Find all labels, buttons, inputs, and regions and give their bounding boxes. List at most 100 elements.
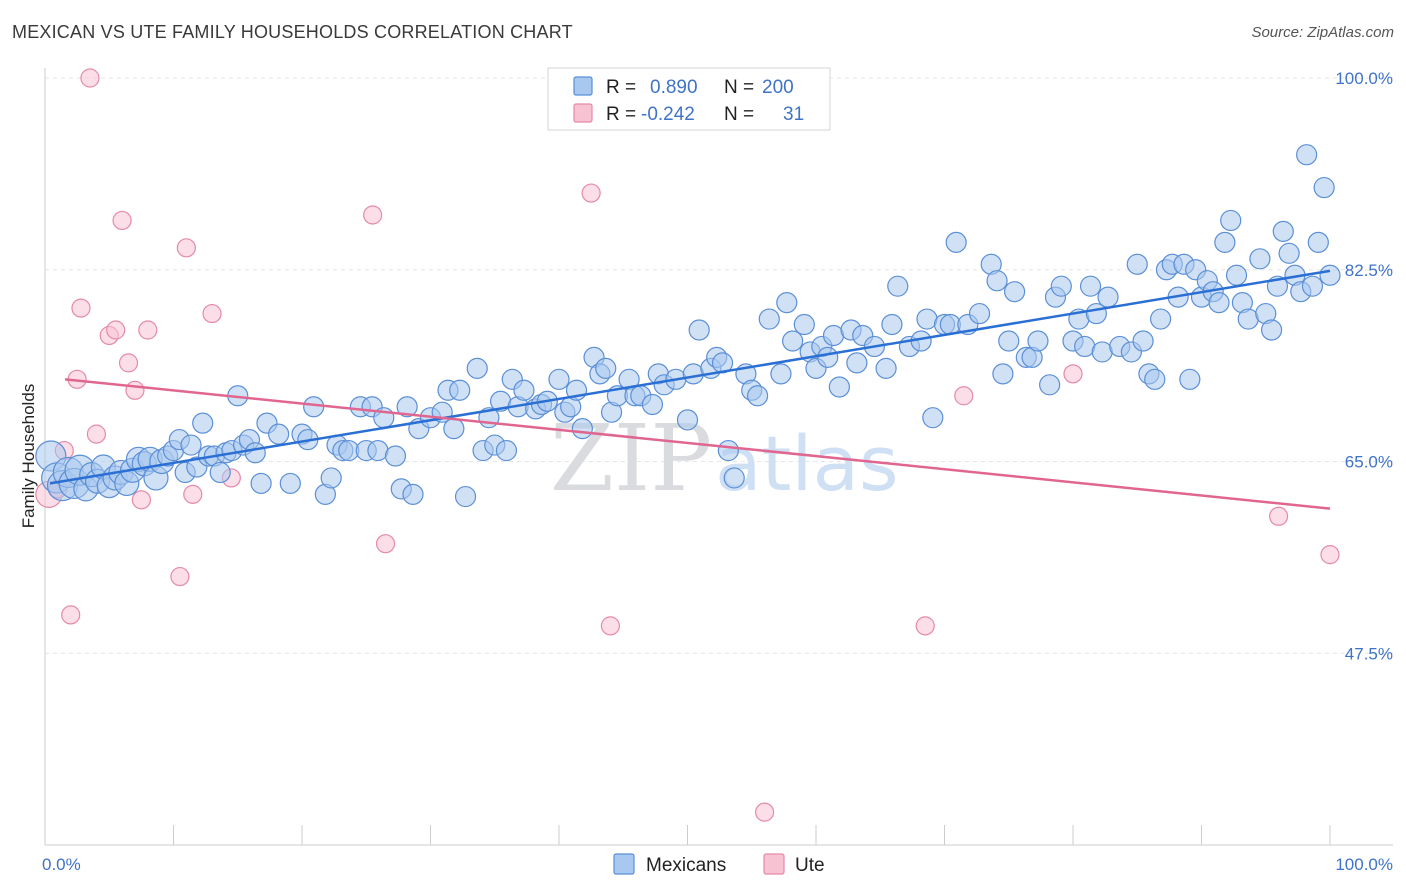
mexicans-point xyxy=(1150,308,1172,330)
trend-lines xyxy=(49,269,1331,510)
mexicans-point xyxy=(1313,176,1335,199)
bottom-legend-label-mexicans: Mexicans xyxy=(646,855,726,876)
ute-point xyxy=(363,205,383,225)
mexicans-point xyxy=(320,467,342,489)
mexicans-point xyxy=(1039,374,1061,396)
ute-point xyxy=(71,298,91,318)
watermark: ZIP atlas xyxy=(550,405,899,512)
mexicans-point xyxy=(548,368,570,390)
ute-point xyxy=(183,484,203,504)
mexicans-point xyxy=(1296,144,1318,166)
mexicans-point xyxy=(244,442,266,464)
mexicans-point xyxy=(1272,220,1294,242)
mexicans-point xyxy=(770,363,792,385)
x-tick-label: 0.0% xyxy=(42,855,81,874)
ute-point xyxy=(176,238,196,258)
mexicans-point xyxy=(1260,319,1283,341)
ute-point xyxy=(1268,506,1289,526)
mexicans-point xyxy=(723,467,745,489)
mexicans-point xyxy=(513,379,535,401)
mexicans-point xyxy=(1079,275,1102,297)
y-tick-label: 47.5% xyxy=(1345,644,1393,663)
legend-box: R = 0.890 N = 200 R = -0.242 N = 31 xyxy=(547,67,831,131)
mexicans-point xyxy=(396,396,418,418)
mexicans-point xyxy=(992,363,1014,385)
mexicans-point xyxy=(1278,242,1300,264)
mexicans-point xyxy=(998,330,1020,352)
ute-point xyxy=(581,183,601,203)
mexicans-point xyxy=(641,393,664,416)
mexicans-point xyxy=(454,485,477,508)
mexicans-point xyxy=(1050,275,1072,297)
ute-point xyxy=(375,534,396,554)
mexicans-point xyxy=(1003,281,1026,303)
ute-point xyxy=(131,490,151,510)
mexicans-point xyxy=(303,396,325,418)
mexicans-point xyxy=(1225,264,1248,286)
mexicans-point xyxy=(595,357,617,379)
mexicans-point xyxy=(443,418,465,440)
ute-point xyxy=(138,320,158,340)
mexicans-point xyxy=(466,357,488,379)
y-axis-title: Family Households xyxy=(19,384,38,529)
mexicans-point xyxy=(384,445,407,467)
mexicans-point xyxy=(1179,368,1201,390)
mexicans-point xyxy=(402,483,424,505)
mexicans-point xyxy=(250,472,272,495)
mexicans-point xyxy=(758,308,780,330)
ute-point xyxy=(112,210,132,231)
mexicans-point xyxy=(180,434,202,456)
legend-n-value-ute: 31 xyxy=(783,104,804,125)
ute-point xyxy=(106,320,126,340)
mexicans-point xyxy=(846,352,868,374)
mexicans-point xyxy=(1301,275,1324,297)
mexicans-point xyxy=(1132,330,1154,352)
mexicans-point xyxy=(881,313,903,336)
bottom-legend-label-ute: Ute xyxy=(795,855,825,876)
ute-point xyxy=(202,303,222,324)
mexicans-point xyxy=(1307,231,1329,253)
mexicans-point xyxy=(986,270,1008,292)
mexicans-point xyxy=(776,292,798,314)
ute-point xyxy=(954,386,974,406)
ute-point xyxy=(754,802,775,822)
mexicans-point xyxy=(1126,253,1148,275)
source-label: Source: ZipAtlas.com xyxy=(1251,24,1394,41)
legend-r-value-ute: -0.242 xyxy=(641,104,695,125)
mexicans-point xyxy=(828,376,850,398)
legend-swatch-ute xyxy=(573,103,593,123)
ute-point xyxy=(118,353,139,373)
mexicans-point xyxy=(968,302,991,325)
mexicans-point xyxy=(822,324,845,347)
mexicans-point xyxy=(192,412,214,434)
legend-r-label-ute: R = xyxy=(606,104,636,125)
ute-point xyxy=(1063,364,1083,384)
tick-labels: 47.5% 65.0% 82.5% 100.0% 0.0% 100.0% xyxy=(42,69,1393,874)
mexicans-point xyxy=(782,330,804,352)
ute-points xyxy=(35,68,1340,822)
mexicans-point xyxy=(682,363,704,385)
mexicans-point xyxy=(449,379,471,401)
mexicans-point xyxy=(1208,292,1230,314)
mexicans-point xyxy=(268,423,290,445)
legend-n-label-mexicans: N = xyxy=(724,77,754,98)
mexicans-point xyxy=(1027,330,1049,352)
ute-point xyxy=(1320,545,1340,565)
mexicans-point xyxy=(209,461,231,484)
x-tick-label: 100.0% xyxy=(1335,855,1393,874)
bottom-legend-swatch-ute xyxy=(763,853,785,875)
chart-title: MEXICAN VS UTE FAMILY HOUSEHOLDS CORRELA… xyxy=(12,22,573,42)
bottom-legend: Mexicans Ute xyxy=(613,853,825,876)
mexicans-point xyxy=(793,313,815,336)
ute-point xyxy=(170,566,190,587)
mexicans-point xyxy=(1214,231,1236,253)
mexicans-point xyxy=(495,439,518,462)
mexicans-point xyxy=(279,472,301,495)
mexicans-point xyxy=(1144,368,1166,390)
mexicans-point xyxy=(945,231,967,253)
mexicans-point xyxy=(746,385,769,407)
legend-r-value-mexicans: 0.890 xyxy=(650,77,698,98)
ute-trend-line xyxy=(64,378,1331,510)
mexicans-point xyxy=(887,275,909,297)
legend-n-label-ute: N = xyxy=(724,104,754,125)
